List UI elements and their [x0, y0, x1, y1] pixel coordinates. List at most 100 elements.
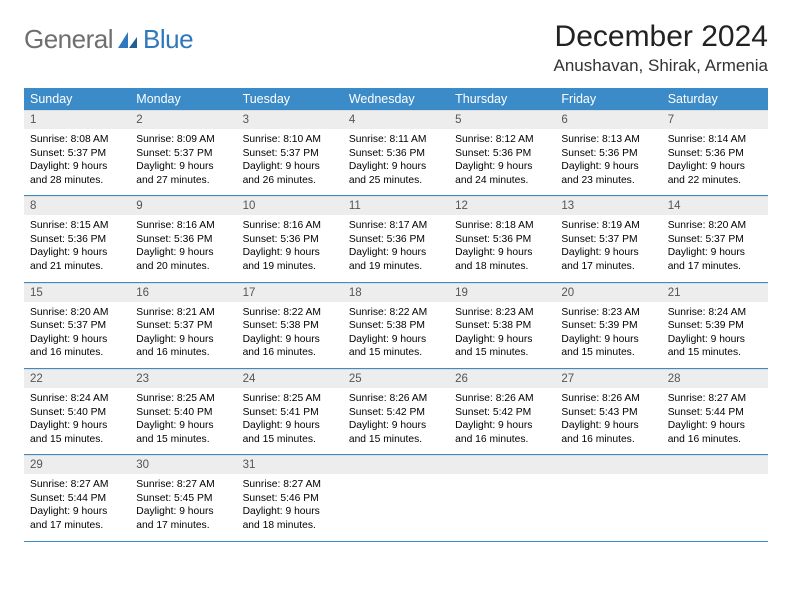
day-number-empty — [662, 455, 768, 474]
brand-general: General — [24, 24, 113, 55]
day-details: Sunrise: 8:26 AMSunset: 5:42 PMDaylight:… — [343, 388, 449, 454]
calendar-cell: 18Sunrise: 8:22 AMSunset: 5:38 PMDayligh… — [343, 282, 449, 368]
calendar-cell: 15Sunrise: 8:20 AMSunset: 5:37 PMDayligh… — [24, 282, 130, 368]
day-number: 10 — [237, 196, 343, 215]
weekday-header: Monday — [130, 88, 236, 110]
calendar-cell: 25Sunrise: 8:26 AMSunset: 5:42 PMDayligh… — [343, 368, 449, 454]
weekday-header: Friday — [555, 88, 661, 110]
calendar-cell: 31Sunrise: 8:27 AMSunset: 5:46 PMDayligh… — [237, 455, 343, 541]
day-number: 23 — [130, 369, 236, 388]
calendar-cell: 11Sunrise: 8:17 AMSunset: 5:36 PMDayligh… — [343, 196, 449, 282]
day-number: 9 — [130, 196, 236, 215]
day-details: Sunrise: 8:15 AMSunset: 5:36 PMDaylight:… — [24, 215, 130, 281]
calendar-cell: 27Sunrise: 8:26 AMSunset: 5:43 PMDayligh… — [555, 368, 661, 454]
day-number: 6 — [555, 110, 661, 129]
day-details: Sunrise: 8:27 AMSunset: 5:45 PMDaylight:… — [130, 474, 236, 540]
calendar-cell: 30Sunrise: 8:27 AMSunset: 5:45 PMDayligh… — [130, 455, 236, 541]
day-number: 3 — [237, 110, 343, 129]
day-number: 17 — [237, 283, 343, 302]
day-details: Sunrise: 8:24 AMSunset: 5:39 PMDaylight:… — [662, 302, 768, 368]
day-details: Sunrise: 8:20 AMSunset: 5:37 PMDaylight:… — [24, 302, 130, 368]
page-title: December 2024 — [553, 20, 768, 54]
calendar-cell: 28Sunrise: 8:27 AMSunset: 5:44 PMDayligh… — [662, 368, 768, 454]
day-details: Sunrise: 8:14 AMSunset: 5:36 PMDaylight:… — [662, 129, 768, 195]
calendar-cell: 19Sunrise: 8:23 AMSunset: 5:38 PMDayligh… — [449, 282, 555, 368]
calendar-cell: 9Sunrise: 8:16 AMSunset: 5:36 PMDaylight… — [130, 196, 236, 282]
calendar-cell — [662, 455, 768, 541]
day-details: Sunrise: 8:26 AMSunset: 5:43 PMDaylight:… — [555, 388, 661, 454]
day-number: 8 — [24, 196, 130, 215]
calendar-cell: 20Sunrise: 8:23 AMSunset: 5:39 PMDayligh… — [555, 282, 661, 368]
day-details: Sunrise: 8:27 AMSunset: 5:46 PMDaylight:… — [237, 474, 343, 540]
day-details-empty — [343, 474, 449, 540]
day-details-empty — [555, 474, 661, 540]
calendar-cell: 7Sunrise: 8:14 AMSunset: 5:36 PMDaylight… — [662, 110, 768, 196]
calendar-cell: 6Sunrise: 8:13 AMSunset: 5:36 PMDaylight… — [555, 110, 661, 196]
brand-sail-icon — [117, 31, 139, 49]
day-details: Sunrise: 8:25 AMSunset: 5:41 PMDaylight:… — [237, 388, 343, 454]
day-number: 30 — [130, 455, 236, 474]
day-details: Sunrise: 8:13 AMSunset: 5:36 PMDaylight:… — [555, 129, 661, 195]
day-number-empty — [343, 455, 449, 474]
day-number: 2 — [130, 110, 236, 129]
day-number: 20 — [555, 283, 661, 302]
day-number: 19 — [449, 283, 555, 302]
calendar-cell: 12Sunrise: 8:18 AMSunset: 5:36 PMDayligh… — [449, 196, 555, 282]
day-details: Sunrise: 8:08 AMSunset: 5:37 PMDaylight:… — [24, 129, 130, 195]
day-number: 14 — [662, 196, 768, 215]
calendar-cell: 16Sunrise: 8:21 AMSunset: 5:37 PMDayligh… — [130, 282, 236, 368]
day-details: Sunrise: 8:24 AMSunset: 5:40 PMDaylight:… — [24, 388, 130, 454]
weekday-header: Saturday — [662, 88, 768, 110]
day-details: Sunrise: 8:27 AMSunset: 5:44 PMDaylight:… — [662, 388, 768, 454]
day-number: 11 — [343, 196, 449, 215]
day-number: 13 — [555, 196, 661, 215]
day-details: Sunrise: 8:12 AMSunset: 5:36 PMDaylight:… — [449, 129, 555, 195]
day-details: Sunrise: 8:22 AMSunset: 5:38 PMDaylight:… — [237, 302, 343, 368]
calendar-cell: 10Sunrise: 8:16 AMSunset: 5:36 PMDayligh… — [237, 196, 343, 282]
day-details: Sunrise: 8:23 AMSunset: 5:38 PMDaylight:… — [449, 302, 555, 368]
day-details: Sunrise: 8:19 AMSunset: 5:37 PMDaylight:… — [555, 215, 661, 281]
day-details-empty — [662, 474, 768, 540]
calendar-cell: 23Sunrise: 8:25 AMSunset: 5:40 PMDayligh… — [130, 368, 236, 454]
day-number: 18 — [343, 283, 449, 302]
calendar-cell: 8Sunrise: 8:15 AMSunset: 5:36 PMDaylight… — [24, 196, 130, 282]
calendar-cell: 24Sunrise: 8:25 AMSunset: 5:41 PMDayligh… — [237, 368, 343, 454]
calendar-cell: 22Sunrise: 8:24 AMSunset: 5:40 PMDayligh… — [24, 368, 130, 454]
day-details: Sunrise: 8:09 AMSunset: 5:37 PMDaylight:… — [130, 129, 236, 195]
weekday-header-row: Sunday Monday Tuesday Wednesday Thursday… — [24, 88, 768, 110]
weekday-header: Wednesday — [343, 88, 449, 110]
day-details: Sunrise: 8:22 AMSunset: 5:38 PMDaylight:… — [343, 302, 449, 368]
calendar-cell: 13Sunrise: 8:19 AMSunset: 5:37 PMDayligh… — [555, 196, 661, 282]
day-number: 29 — [24, 455, 130, 474]
day-number: 12 — [449, 196, 555, 215]
day-details: Sunrise: 8:16 AMSunset: 5:36 PMDaylight:… — [130, 215, 236, 281]
day-number: 16 — [130, 283, 236, 302]
day-number: 15 — [24, 283, 130, 302]
day-details: Sunrise: 8:25 AMSunset: 5:40 PMDaylight:… — [130, 388, 236, 454]
calendar-cell: 5Sunrise: 8:12 AMSunset: 5:36 PMDaylight… — [449, 110, 555, 196]
brand-blue: Blue — [143, 24, 193, 55]
day-details: Sunrise: 8:11 AMSunset: 5:36 PMDaylight:… — [343, 129, 449, 195]
day-number-empty — [555, 455, 661, 474]
day-number: 5 — [449, 110, 555, 129]
calendar-cell — [343, 455, 449, 541]
calendar-table: Sunday Monday Tuesday Wednesday Thursday… — [24, 88, 768, 542]
day-number: 4 — [343, 110, 449, 129]
weekday-header: Thursday — [449, 88, 555, 110]
day-number: 26 — [449, 369, 555, 388]
weekday-header: Sunday — [24, 88, 130, 110]
calendar-cell: 14Sunrise: 8:20 AMSunset: 5:37 PMDayligh… — [662, 196, 768, 282]
calendar-cell: 2Sunrise: 8:09 AMSunset: 5:37 PMDaylight… — [130, 110, 236, 196]
day-details-empty — [449, 474, 555, 540]
calendar-cell: 21Sunrise: 8:24 AMSunset: 5:39 PMDayligh… — [662, 282, 768, 368]
day-number: 31 — [237, 455, 343, 474]
day-details: Sunrise: 8:16 AMSunset: 5:36 PMDaylight:… — [237, 215, 343, 281]
calendar-cell: 4Sunrise: 8:11 AMSunset: 5:36 PMDaylight… — [343, 110, 449, 196]
calendar-week-row: 8Sunrise: 8:15 AMSunset: 5:36 PMDaylight… — [24, 196, 768, 282]
location-label: Anushavan, Shirak, Armenia — [553, 56, 768, 76]
calendar-week-row: 29Sunrise: 8:27 AMSunset: 5:44 PMDayligh… — [24, 455, 768, 541]
day-details: Sunrise: 8:21 AMSunset: 5:37 PMDaylight:… — [130, 302, 236, 368]
day-number-empty — [449, 455, 555, 474]
day-number: 1 — [24, 110, 130, 129]
day-details: Sunrise: 8:10 AMSunset: 5:37 PMDaylight:… — [237, 129, 343, 195]
